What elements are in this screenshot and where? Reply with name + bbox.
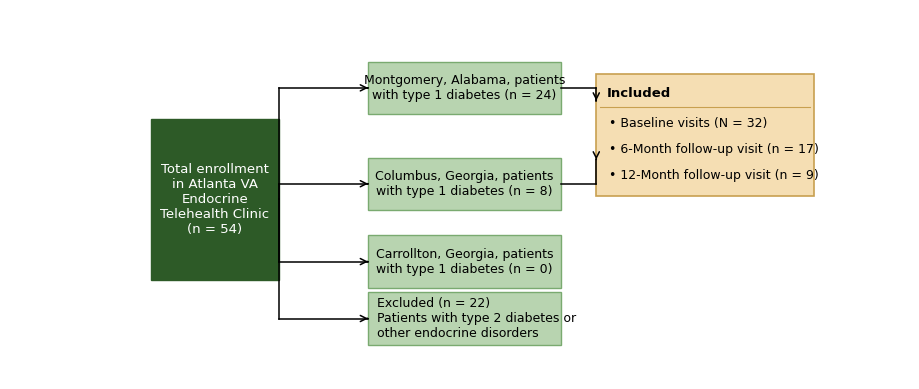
FancyBboxPatch shape — [368, 62, 560, 114]
FancyBboxPatch shape — [368, 292, 560, 345]
Text: Excluded (n = 22)
Patients with type 2 diabetes or
other endocrine disorders: Excluded (n = 22) Patients with type 2 d… — [376, 297, 575, 340]
Text: • Baseline visits (N = 32): • Baseline visits (N = 32) — [608, 117, 766, 130]
Text: • 12-Month follow-up visit (n = 9): • 12-Month follow-up visit (n = 9) — [608, 169, 818, 182]
Text: • 6-Month follow-up visit (n = 17): • 6-Month follow-up visit (n = 17) — [608, 143, 818, 156]
Text: Total enrollment
in Atlanta VA
Endocrine
Telehealth Clinic
(n = 54): Total enrollment in Atlanta VA Endocrine… — [160, 163, 269, 236]
FancyBboxPatch shape — [151, 119, 278, 280]
Text: Carrollton, Georgia, patients
with type 1 diabetes (n = 0): Carrollton, Georgia, patients with type … — [375, 247, 552, 275]
Text: Included: Included — [607, 87, 671, 100]
Text: Columbus, Georgia, patients
with type 1 diabetes (n = 8): Columbus, Georgia, patients with type 1 … — [375, 170, 553, 198]
Text: Montgomery, Alabama, patients
with type 1 diabetes (n = 24): Montgomery, Alabama, patients with type … — [363, 74, 564, 102]
FancyBboxPatch shape — [596, 74, 813, 196]
FancyBboxPatch shape — [368, 235, 560, 288]
FancyBboxPatch shape — [368, 158, 560, 210]
